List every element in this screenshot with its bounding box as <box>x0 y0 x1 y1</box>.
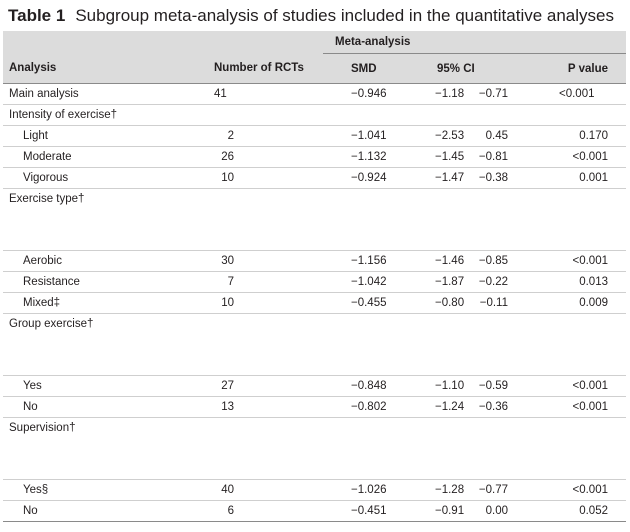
meta-analysis-group-header: Meta-analysis <box>323 31 626 54</box>
row-ci-lower: −1.18 <box>398 83 473 105</box>
row-ci-lower: −2.53 <box>398 125 473 147</box>
table-row-section-supervision: Supervision† <box>3 417 626 480</box>
row-ci-lower: −1.87 <box>398 271 473 293</box>
table-row-supervision-yes: Yes§ 40 −1.026 −1.28 −0.77 <0.001 <box>3 479 626 501</box>
col-header-95ci: 95% CI <box>398 53 538 84</box>
table-row-vigorous: Vigorous 10 −0.924 −1.47 −0.38 0.001 <box>3 167 626 189</box>
row-p-value: <0.001 <box>538 375 626 397</box>
row-ci-upper: −0.38 <box>473 167 538 189</box>
row-ci-lower: −1.47 <box>398 167 473 189</box>
header-row-group: Meta-analysis <box>3 31 626 54</box>
row-n: 10 <box>203 292 323 314</box>
row-ci-lower: −1.45 <box>398 146 473 168</box>
row-ci-lower: −0.80 <box>398 292 473 314</box>
row-label: Moderate <box>3 146 203 168</box>
row-ci-upper: −0.81 <box>473 146 538 168</box>
row-ci-lower: −0.91 <box>398 500 473 522</box>
row-p-value: 0.009 <box>538 292 626 314</box>
table-row-section-exercise-type: Exercise type† <box>3 188 626 251</box>
row-smd: −0.451 <box>323 500 398 522</box>
row-ci-lower: −1.24 <box>398 396 473 418</box>
row-smd: −0.946 <box>323 83 398 105</box>
table-caption: Subgroup meta-analysis of studies includ… <box>75 6 614 25</box>
row-label: Light <box>3 125 203 147</box>
row-smd: −1.042 <box>323 271 398 293</box>
row-p-value: <0.001 <box>538 479 626 501</box>
row-n: 30 <box>203 250 323 272</box>
section-label: Exercise type† <box>3 188 626 251</box>
row-label: Vigorous <box>3 167 203 189</box>
row-ci-lower: −1.46 <box>398 250 473 272</box>
row-label: No <box>3 396 203 418</box>
row-label: Yes§ <box>3 479 203 501</box>
row-p-value: <0.001 <box>538 146 626 168</box>
col-header-smd: SMD <box>323 53 398 84</box>
row-p-value: 0.170 <box>538 125 626 147</box>
row-ci-upper: −0.22 <box>473 271 538 293</box>
row-n: 6 <box>203 500 323 522</box>
row-label: Main analysis <box>3 83 203 105</box>
row-smd: −0.455 <box>323 292 398 314</box>
col-header-analysis: Analysis <box>3 53 203 84</box>
table-row-group-no: No 13 −0.802 −1.24 −0.36 <0.001 <box>3 396 626 418</box>
row-label: No <box>3 500 203 522</box>
row-ci-upper: −0.77 <box>473 479 538 501</box>
table-row-group-yes: Yes 27 −0.848 −1.10 −0.59 <0.001 <box>3 375 626 397</box>
row-smd: −0.802 <box>323 396 398 418</box>
table-row-aerobic: Aerobic 30 −1.156 −1.46 −0.85 <0.001 <box>3 250 626 272</box>
header-row: Analysis Number of RCTs SMD 95% CI P val… <box>3 53 626 84</box>
section-label: Intensity of exercise† <box>3 104 626 126</box>
row-n: 27 <box>203 375 323 397</box>
row-n: 40 <box>203 479 323 501</box>
col-header-p-value: P value <box>538 53 626 84</box>
row-n: 41 <box>203 83 323 105</box>
row-ci-upper: −0.11 <box>473 292 538 314</box>
row-n: 10 <box>203 167 323 189</box>
row-n: 7 <box>203 271 323 293</box>
table-row-section-group-exercise: Group exercise† <box>3 313 626 376</box>
table-row-main-analysis: Main analysis 41 −0.946 −1.18 −0.71 <0.0… <box>3 83 626 105</box>
row-smd: −1.156 <box>323 250 398 272</box>
table-row-section-intensity: Intensity of exercise† <box>3 104 626 126</box>
table-title: Table 1 Subgroup meta-analysis of studies… <box>8 6 614 26</box>
row-smd: −0.924 <box>323 167 398 189</box>
row-ci-upper: 0.45 <box>473 125 538 147</box>
row-smd: −1.132 <box>323 146 398 168</box>
row-p-value: 0.013 <box>538 271 626 293</box>
row-label: Mixed‡ <box>3 292 203 314</box>
row-n: 2 <box>203 125 323 147</box>
row-ci-upper: −0.59 <box>473 375 538 397</box>
subgroup-table: Meta-analysis Analysis Number of RCTs SM… <box>3 31 626 522</box>
row-ci-upper: −0.71 <box>473 83 538 105</box>
row-p-value: 0.052 <box>538 500 626 522</box>
table-number: Table 1 <box>8 6 66 25</box>
row-ci-lower: −1.10 <box>398 375 473 397</box>
table-row-resistance: Resistance 7 −1.042 −1.87 −0.22 0.013 <box>3 271 626 293</box>
table-row-light: Light 2 −1.041 −2.53 0.45 0.170 <box>3 125 626 147</box>
row-ci-upper: −0.85 <box>473 250 538 272</box>
row-n: 13 <box>203 396 323 418</box>
row-ci-lower: −1.28 <box>398 479 473 501</box>
row-label: Yes <box>3 375 203 397</box>
row-label: Resistance <box>3 271 203 293</box>
table-row-supervision-no: No 6 −0.451 −0.91 0.00 0.052 <box>3 500 626 522</box>
row-ci-upper: 0.00 <box>473 500 538 522</box>
section-label: Group exercise† <box>3 313 626 376</box>
section-label: Supervision† <box>3 417 626 480</box>
row-label: Aerobic <box>3 250 203 272</box>
row-n: 26 <box>203 146 323 168</box>
row-smd: −1.041 <box>323 125 398 147</box>
row-p-value: 0.001 <box>538 167 626 189</box>
row-p-value: <0.001 <box>538 83 626 105</box>
row-smd: −1.026 <box>323 479 398 501</box>
row-p-value: <0.001 <box>538 396 626 418</box>
row-smd: −0.848 <box>323 375 398 397</box>
col-header-number-of-rcts: Number of RCTs <box>203 53 323 84</box>
row-p-value: <0.001 <box>538 250 626 272</box>
row-ci-upper: −0.36 <box>473 396 538 418</box>
table-row-moderate: Moderate 26 −1.132 −1.45 −0.81 <0.001 <box>3 146 626 168</box>
table-row-mixed: Mixed‡ 10 −0.455 −0.80 −0.11 0.009 <box>3 292 626 314</box>
